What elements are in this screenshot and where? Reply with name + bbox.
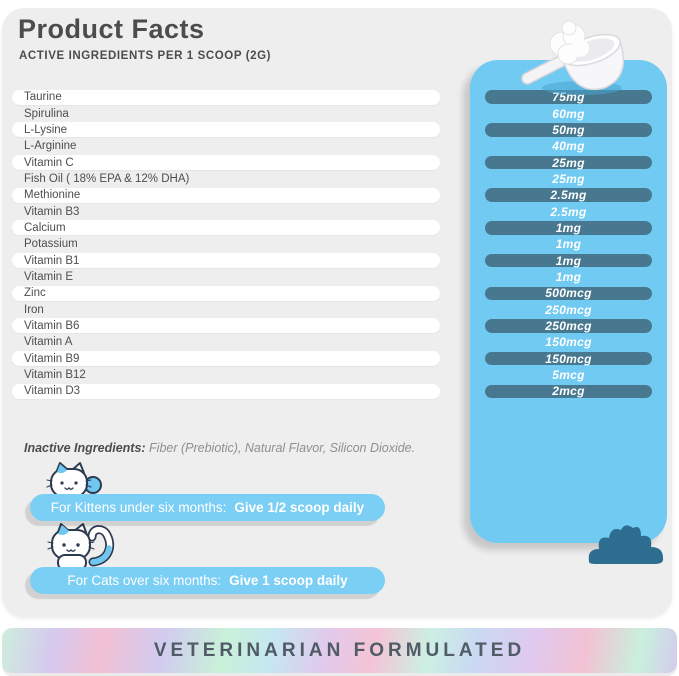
ingredient-name: Fish Oil ( 18% EPA & 12% DHA)	[24, 172, 190, 185]
ingredient-name: Potassium	[24, 238, 78, 251]
ingredient-row: Iron	[12, 301, 440, 317]
page-subtitle: ACTIVE INGREDIENTS PER 1 SCOOP (2G)	[19, 50, 272, 62]
amount-value: 2mcg	[552, 384, 585, 399]
inactive-text: Fiber (Prebiotic), Natural Flavor, Silic…	[145, 441, 416, 455]
ingredient-name: Vitamin B9	[24, 352, 80, 365]
ingredient-row: Vitamin B12	[12, 367, 440, 383]
ingredient-name: Zinc	[24, 287, 46, 300]
amount-value: 250mcg	[545, 302, 592, 317]
ingredient-row: Vitamin D3	[12, 383, 440, 399]
ingredient-name: Vitamin E	[24, 270, 74, 283]
inactive-label: Inactive Ingredients:	[24, 441, 146, 455]
ingredient-row: L-Lysine	[12, 122, 440, 138]
ingredient-name: Vitamin B1	[24, 254, 80, 267]
ingredient-row: Vitamin B1	[12, 252, 440, 269]
amount-value: 150mcg	[545, 351, 592, 366]
ingredient-row: L-Arginine	[12, 138, 440, 154]
paw-icon	[588, 525, 664, 564]
page-title: Product Facts	[18, 14, 205, 44]
amount-value: 50mg	[552, 122, 585, 137]
amount-row: 2.5mg	[485, 187, 652, 203]
amount-value: 2.5mg	[550, 204, 587, 219]
amount-value: 25mg	[552, 155, 585, 170]
cat-dosage-value: Give 1 scoop daily	[229, 573, 348, 588]
amount-value: 1mg	[555, 253, 582, 268]
ingredient-name: Vitamin B3	[24, 205, 80, 218]
ingredient-row: Vitamin B6	[12, 318, 440, 334]
amount-row: 1mg	[485, 236, 652, 252]
ingredient-row: Taurine	[12, 89, 440, 105]
ingredient-row: Vitamin B9	[12, 351, 440, 367]
ingredient-name: Taurine	[24, 91, 62, 104]
footer-banner: VETERINARIAN FORMULATED	[2, 628, 677, 673]
amount-row: 500mcg	[485, 285, 652, 301]
kitten-dosage-label: For Kittens under six months:	[50, 500, 227, 515]
amount-value: 250mcg	[545, 318, 592, 333]
amount-value: 1mg	[555, 237, 582, 252]
ingredient-name: L-Arginine	[24, 140, 77, 153]
kitten-dosage-value: Give 1/2 scoop daily	[234, 500, 365, 515]
amount-value: 1mg	[555, 269, 582, 284]
amount-value: 150mcg	[545, 335, 592, 350]
amount-row: 50mg	[485, 122, 652, 138]
cat-dosage-pill: For Cats over six months: Give 1 scoop d…	[30, 567, 385, 594]
ingredient-row: Vitamin A	[12, 334, 440, 350]
ingredient-row: Vitamin B3	[12, 203, 440, 219]
amount-value: 1mg	[555, 220, 582, 235]
ingredient-name: Vitamin B6	[24, 319, 80, 332]
amount-row: 1mg	[485, 269, 652, 285]
inactive-ingredients: Inactive Ingredients: Fiber (Prebiotic),…	[24, 441, 415, 455]
amount-value: 500mcg	[545, 286, 592, 301]
amount-value: 5mcg	[552, 368, 585, 383]
amount-row: 1mg	[485, 252, 652, 268]
kitten-dosage-pill: For Kittens under six months: Give 1/2 s…	[30, 494, 385, 521]
cat-icon	[47, 523, 115, 570]
amount-list: 75mg 60mg 50mg 40mg 25mg 25mg 2.5mg 2.5mg 1mg 1mg…	[485, 89, 652, 400]
amount-row: 250mcg	[485, 318, 652, 334]
amount-row: 40mg	[485, 138, 652, 154]
ingredient-name: L-Lysine	[24, 123, 68, 136]
ingredient-row: Calcium	[12, 220, 440, 236]
amount-value: 25mg	[552, 171, 585, 186]
amount-row: 150mcg	[485, 351, 652, 367]
ingredient-name: Vitamin A	[24, 336, 73, 349]
ingredient-name: Calcium	[24, 221, 66, 234]
kitten-icon	[46, 462, 102, 498]
amount-value: 2.5mg	[550, 188, 587, 203]
amount-row: 25mg	[485, 171, 652, 187]
ingredient-row: Vitamin E	[12, 269, 440, 285]
ingredient-name: Vitamin C	[24, 156, 74, 169]
amount-row: 2mcg	[485, 383, 652, 399]
ingredient-row: Potassium	[12, 236, 440, 252]
amount-value: 60mg	[552, 106, 585, 121]
ingredient-list: Taurine Spirulina L-Lysine L-Arginine Vitami…	[12, 89, 440, 400]
amount-row: 2.5mg	[485, 203, 652, 219]
amount-row: 250mcg	[485, 301, 652, 317]
ingredient-name: Vitamin B12	[24, 369, 86, 382]
ingredient-name: Iron	[24, 303, 44, 316]
cat-dosage-label: For Cats over six months:	[67, 573, 222, 588]
ingredient-row: Methionine	[12, 187, 440, 203]
amounts-panel	[470, 60, 667, 543]
ingredient-row: Spirulina	[12, 105, 440, 121]
amount-row: 60mg	[485, 105, 652, 121]
amount-value: 40mg	[552, 139, 585, 154]
ingredient-row: Zinc	[12, 285, 440, 301]
ingredient-row: Vitamin C	[12, 154, 440, 171]
ingredient-name: Spirulina	[24, 107, 69, 120]
ingredient-row: Fish Oil ( 18% EPA & 12% DHA)	[12, 171, 440, 187]
amount-row: 1mg	[485, 220, 652, 236]
amount-row: 150mcg	[485, 334, 652, 350]
ingredient-name: Methionine	[24, 189, 81, 202]
footer-text: VETERINARIAN FORMULATED	[153, 639, 526, 661]
ingredient-name: Vitamin D3	[24, 385, 81, 398]
scoop-icon	[521, 20, 625, 95]
amount-row: 5mcg	[485, 367, 652, 383]
amount-row: 25mg	[485, 154, 652, 170]
